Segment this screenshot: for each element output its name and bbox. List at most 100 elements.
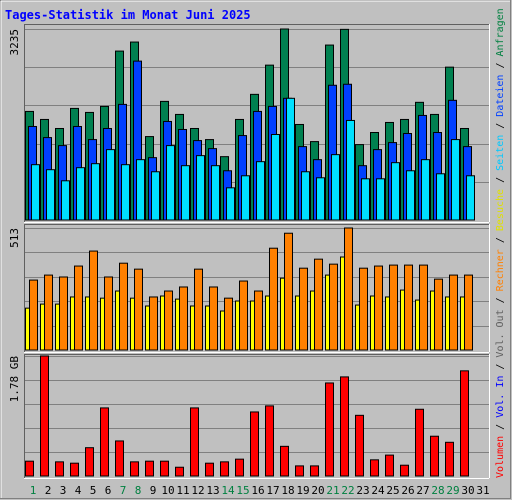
bar xyxy=(239,280,248,351)
bar xyxy=(299,267,308,351)
bar xyxy=(145,460,154,477)
bar xyxy=(284,232,293,351)
x-tick-label: 24 xyxy=(371,484,385,497)
bar xyxy=(464,274,473,351)
bar xyxy=(314,258,323,351)
bar xyxy=(434,278,443,351)
bar xyxy=(91,163,100,221)
bar xyxy=(449,274,458,351)
bar xyxy=(224,297,233,351)
bar xyxy=(31,164,40,221)
x-tick-label: 25 xyxy=(386,484,399,497)
bar xyxy=(59,276,68,351)
bar xyxy=(194,268,203,351)
x-tick-label: 26 xyxy=(401,484,414,497)
x-tick-label: 14 xyxy=(221,484,235,497)
x-tick-label: 27 xyxy=(416,484,429,497)
bar xyxy=(166,145,175,221)
x-tick-label: 28 xyxy=(431,484,444,497)
legend-item: Seiten xyxy=(495,135,506,171)
bar xyxy=(241,175,250,221)
bar xyxy=(196,155,205,221)
bar xyxy=(220,461,229,477)
bar xyxy=(74,265,83,351)
bar xyxy=(29,279,38,351)
bar xyxy=(466,175,475,221)
bar xyxy=(175,466,184,477)
bar xyxy=(400,464,409,477)
chart-title: Tages-Statistik im Monat Juni 2025 xyxy=(5,8,251,22)
bar xyxy=(355,414,364,477)
bar xyxy=(40,355,49,477)
x-tick-label: 10 xyxy=(161,484,174,497)
bar xyxy=(406,170,415,221)
bar xyxy=(211,165,220,221)
x-tick-label: 18 xyxy=(281,484,294,497)
bar xyxy=(374,265,383,351)
x-tick-label: 16 xyxy=(251,484,264,497)
x-tick-label: 13 xyxy=(206,484,219,497)
x-tick-label: 1 xyxy=(30,484,37,497)
bar xyxy=(226,187,235,221)
bar xyxy=(419,264,428,351)
legend-separator: / xyxy=(495,171,506,189)
bar xyxy=(25,460,34,477)
x-tick-label: 20 xyxy=(311,484,324,497)
legend-item: Vol. Out xyxy=(495,309,506,357)
bar xyxy=(346,119,355,221)
legend-item: Dateien xyxy=(495,75,506,117)
bar xyxy=(376,178,385,221)
x-tick-label: 6 xyxy=(105,484,112,497)
legend-item: Volumen xyxy=(495,436,506,478)
bar xyxy=(370,459,379,477)
x-tick-label: 17 xyxy=(266,484,279,497)
legend-item: Anfragen xyxy=(495,8,506,56)
bar xyxy=(460,370,469,477)
bar xyxy=(209,286,218,351)
x-tick-label: 12 xyxy=(191,484,204,497)
bar xyxy=(205,462,214,477)
bar xyxy=(89,250,98,351)
x-tick-label: 30 xyxy=(461,484,474,497)
bar xyxy=(421,159,430,221)
bar xyxy=(121,164,130,221)
bar xyxy=(136,159,145,221)
y-tick-label: 513 xyxy=(8,228,21,248)
legend-separator: / xyxy=(495,231,506,249)
x-tick-label: 22 xyxy=(341,484,354,497)
bar xyxy=(70,462,79,477)
x-tick-label: 21 xyxy=(326,484,339,497)
bar xyxy=(115,440,124,477)
x-tick-label: 8 xyxy=(135,484,142,497)
bar xyxy=(250,411,259,477)
bar xyxy=(301,171,310,221)
x-tick-label: 7 xyxy=(120,484,127,497)
bar xyxy=(55,461,64,477)
bar xyxy=(391,162,400,221)
bar xyxy=(106,149,115,221)
bar xyxy=(436,173,445,221)
bar xyxy=(280,445,289,477)
bar xyxy=(331,154,340,221)
bar xyxy=(316,177,325,221)
bar xyxy=(46,169,55,221)
legend-separator: / xyxy=(495,56,506,74)
x-tick-label: 3 xyxy=(60,484,67,497)
bar xyxy=(389,264,398,351)
bar xyxy=(269,247,278,351)
x-tick-label: 4 xyxy=(75,484,82,497)
x-tick-label: 31 xyxy=(476,484,489,497)
bar xyxy=(445,441,454,477)
bar xyxy=(325,382,334,477)
bar xyxy=(119,262,128,351)
bar xyxy=(85,447,94,477)
bar xyxy=(271,134,280,221)
bar xyxy=(130,461,139,477)
bar xyxy=(44,274,53,351)
legend-separator: / xyxy=(495,291,506,309)
legend-item: Vol. In xyxy=(495,376,506,418)
bar xyxy=(295,465,304,477)
bar xyxy=(286,97,295,221)
bar xyxy=(415,408,424,477)
